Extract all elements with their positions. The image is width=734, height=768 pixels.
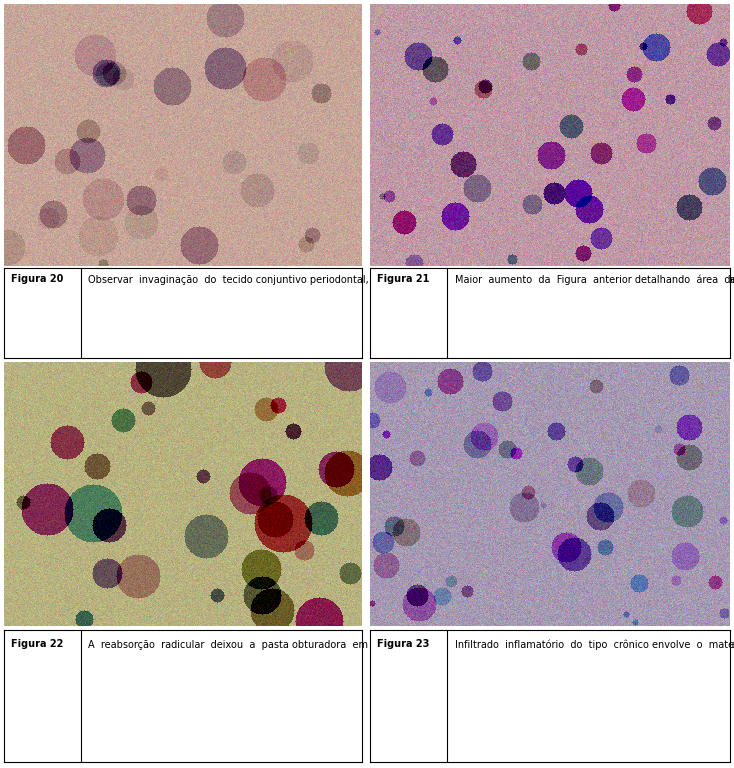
Text: Infiltrado  inflamatório  do  tipo  crônico envolve  o  material  obturador.  H.: Infiltrado inflamatório do tipo crônico … bbox=[454, 639, 734, 650]
Text: Figura 23: Figura 23 bbox=[377, 639, 429, 649]
Text: A  reabsorção  radicular  deixou  a  pasta obturadora  em  contato  com  o  teci: A reabsorção radicular deixou a pasta ob… bbox=[88, 639, 734, 650]
Text: Figura 21: Figura 21 bbox=[377, 274, 429, 284]
Text: Figura 20: Figura 20 bbox=[11, 274, 64, 284]
Text: Observar  invaginação  do  tecido conjuntivo periodontal,  e  tecido  ósseo, par: Observar invaginação do tecido conjuntiv… bbox=[88, 274, 734, 285]
Text: Maior  aumento  da  Figura  anterior detalhando  área  de  reabsorção  radicular: Maior aumento da Figura anterior detalha… bbox=[454, 274, 734, 285]
Text: Figura 22: Figura 22 bbox=[11, 639, 64, 649]
